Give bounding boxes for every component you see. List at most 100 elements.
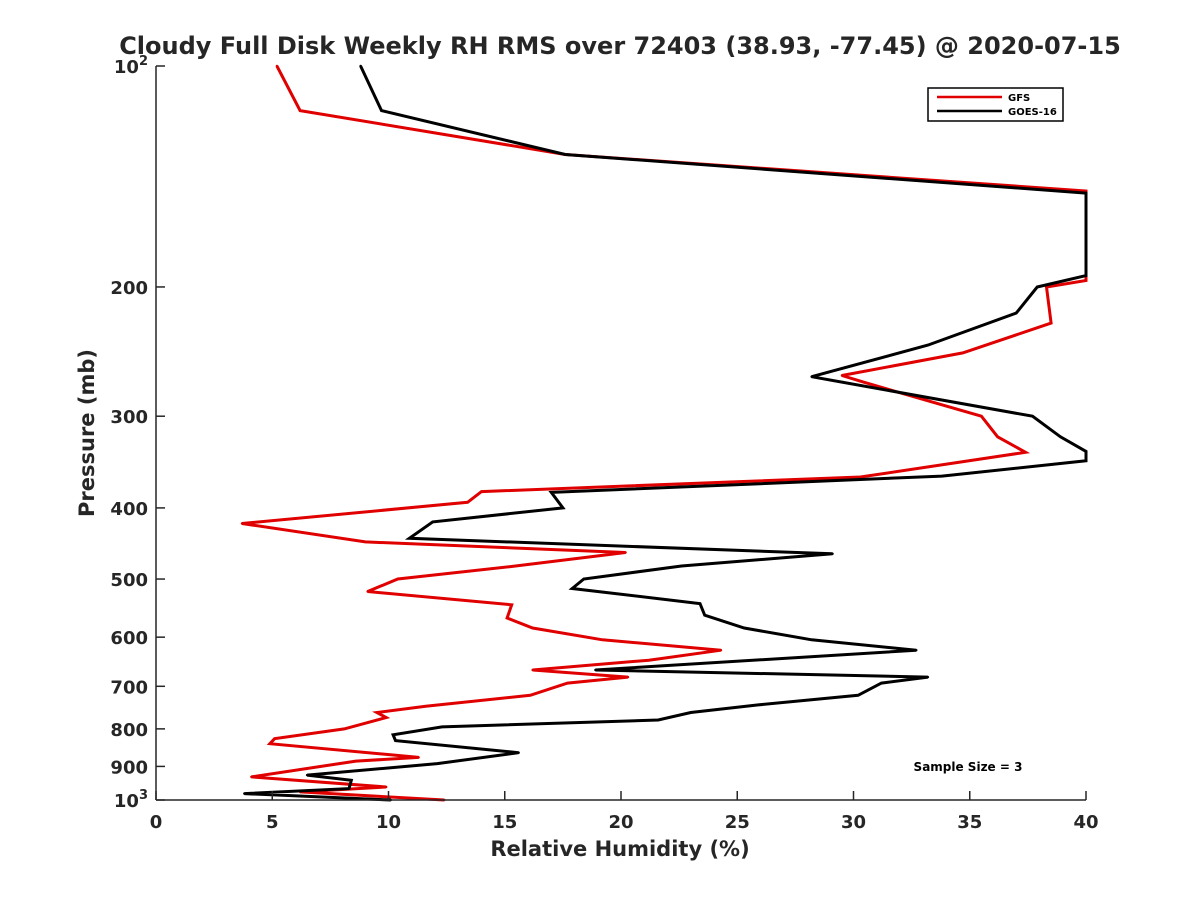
x-tick-label-0: 0 [150,812,163,833]
data-point-gfs-4 [1084,279,1088,282]
data-point-gfs-36 [273,737,276,740]
y-tick-label-300: 300 [110,407,148,428]
data-point-goes16-12 [1084,459,1088,462]
data-point-gfs-39 [354,759,358,763]
y-tick-label-800: 800 [110,720,148,741]
data-point-goes16-8 [810,375,813,378]
data-point-goes16-3 [1084,191,1088,195]
data-point-gfs-41 [385,785,388,789]
data-point-gfs-13 [859,475,862,479]
data-point-gfs-31 [529,694,532,697]
series-line-gfs [241,65,1088,802]
data-point-goes16-38 [436,762,439,765]
data-point-gfs-35 [343,727,346,731]
data-point-goes16-4 [1084,274,1088,277]
y-ticks: 102 200 300 400 500 600 700 800 900 103 [110,54,165,812]
data-point-gfs-20 [396,577,399,581]
data-point-goes16-30 [856,694,860,697]
data-point-gfs-29 [626,675,630,679]
sample-size-annotation: Sample Size = 3 [914,760,1023,774]
y-tick-label-500: 500 [110,570,148,591]
data-point-gfs-34 [385,716,388,719]
data-point-gfs-1 [298,109,302,112]
data-point-gfs-23 [505,616,509,620]
x-tick-label-20: 20 [608,812,633,833]
x-tick-label-40: 40 [1073,812,1098,833]
data-point-goes16-22 [698,602,702,605]
data-point-gfs-9 [863,381,867,384]
data-point-goes16-16 [431,520,434,524]
data-point-gfs-10 [980,415,983,418]
data-point-gfs-27 [647,659,651,662]
data-point-gfs-32 [424,705,427,708]
data-point-gfs-33 [375,711,379,714]
data-point-goes16-18 [831,552,834,555]
y-tick-label-600: 600 [110,628,148,649]
data-point-gfs-0 [275,64,279,68]
data-point-gfs-38 [417,756,420,759]
x-ticks: 0 5 10 15 20 25 30 35 40 [150,791,1099,833]
data-point-gfs-14 [480,490,483,493]
data-point-goes16-7 [926,343,930,347]
data-point-gfs-11 [996,435,999,438]
y-tick-label-200: 200 [110,278,148,299]
data-point-goes16-24 [743,626,746,630]
data-point-goes16-13 [940,474,944,478]
data-point-goes16-2 [564,153,567,156]
data-point-goes16-19 [680,564,683,568]
data-point-gfs-7 [961,351,964,355]
data-point-goes16-34 [440,725,444,729]
data-point-goes16-42 [243,792,246,795]
data-point-gfs-26 [719,649,723,652]
x-tick-label-35: 35 [957,812,982,833]
data-point-gfs-16 [240,522,244,525]
y-axis-label: Pressure (mb) [75,349,99,517]
data-point-gfs-22 [510,603,513,606]
data-point-gfs-17 [364,540,367,544]
y-tick-label-900: 900 [110,757,148,778]
x-tick-label-10: 10 [376,812,401,833]
data-point-goes16-6 [1015,311,1018,315]
data-point-gfs-37 [268,742,272,745]
data-point-goes16-40 [350,779,353,782]
data-point-gfs-15 [466,501,469,504]
x-tick-label-25: 25 [725,812,750,833]
data-point-goes16-23 [703,614,706,617]
data-point-gfs-12 [1024,451,1027,454]
data-point-gfs-8 [840,374,844,377]
y-tick-label-700: 700 [110,677,148,698]
data-point-goes16-31 [757,703,760,707]
y-tick-label-400: 400 [110,499,148,520]
data-point-gfs-40 [250,775,253,779]
legend-box [927,87,1064,122]
legend: GFS GOES-16 [927,87,1064,122]
x-tick-label-30: 30 [841,812,866,833]
data-point-goes16-17 [408,537,411,540]
data-point-goes16-32 [689,711,692,714]
data-point-goes16-35 [391,733,395,736]
data-point-goes16-20 [582,577,585,581]
data-point-gfs-28 [531,668,534,672]
data-point-goes16-37 [517,751,520,754]
data-point-gfs-18 [624,551,627,554]
data-point-goes16-36 [394,739,397,742]
data-point-gfs-25 [601,638,604,641]
legend-label-gfs: GFS [1008,93,1030,104]
data-point-goes16-0 [359,64,362,68]
data-point-goes16-26 [915,649,918,652]
data-point-goes16-15 [561,506,565,510]
data-point-goes16-25 [810,638,813,641]
data-point-goes16-39 [305,773,309,777]
y-tick-label-100: 102 [114,54,148,78]
data-point-gfs-30 [566,681,569,685]
data-point-goes16-14 [550,491,553,494]
data-point-goes16-10 [1059,435,1062,438]
data-point-goes16-27 [594,668,597,672]
data-point-goes16-5 [1036,285,1039,289]
series-layer [240,64,1088,802]
legend-label-goes16: GOES-16 [1008,107,1057,118]
data-point-gfs-21 [366,590,369,593]
data-point-goes16-41 [347,787,351,790]
